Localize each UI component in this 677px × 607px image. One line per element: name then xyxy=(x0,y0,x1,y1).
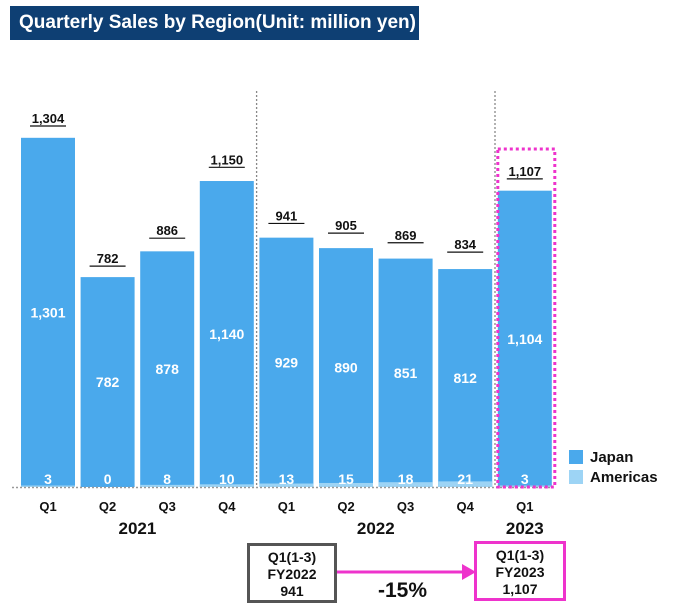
label-americas-5: 13 xyxy=(279,471,295,487)
comparison-fiscal-year: FY2022 xyxy=(267,566,317,582)
bar-americas-6 xyxy=(319,482,373,487)
label-americas-8: 21 xyxy=(457,471,473,487)
label-japan-7: 851 xyxy=(394,365,418,381)
total-label-9: 1,107 xyxy=(509,164,542,179)
bar-japan-2 xyxy=(80,277,135,487)
bar-japan-1 xyxy=(21,137,75,487)
year-label-2023: 2023 xyxy=(506,519,544,538)
label-americas-6: 15 xyxy=(338,471,354,487)
comparison-value: 941 xyxy=(280,583,304,599)
total-label-1: 1,304 xyxy=(32,111,65,126)
x-tick-label-1: Q1 xyxy=(39,499,56,514)
highlight-box-current-quarter xyxy=(496,147,557,489)
x-tick-label-8: Q4 xyxy=(457,499,475,514)
total-label-7: 869 xyxy=(395,228,417,243)
comparison-box-fy2022: Q1(1-3) FY2022 941 xyxy=(247,543,337,603)
label-japan-1: 1,301 xyxy=(30,304,65,320)
bar-americas-5 xyxy=(259,483,314,487)
label-americas-1: 3 xyxy=(44,471,52,487)
total-label-3: 886 xyxy=(156,223,178,238)
bar-japan-3 xyxy=(140,251,195,487)
label-americas-9: 3 xyxy=(521,471,529,487)
label-japan-3: 878 xyxy=(156,361,180,377)
x-tick-label-3: Q3 xyxy=(159,499,176,514)
bar-japan-6 xyxy=(319,248,373,487)
bar-americas-8 xyxy=(438,481,493,487)
label-americas-7: 18 xyxy=(398,471,414,487)
comparison-arrow-head xyxy=(462,564,476,580)
label-japan-4: 1,140 xyxy=(209,326,244,342)
label-japan-2: 782 xyxy=(96,374,120,390)
label-americas-3: 8 xyxy=(163,471,171,487)
x-tick-label-7: Q3 xyxy=(397,499,414,514)
x-tick-label-9: Q1 xyxy=(516,499,533,514)
comparison-box-fy2023: Q1(1-3) FY2023 1,107 xyxy=(474,541,566,601)
x-tick-label-6: Q2 xyxy=(337,499,354,514)
comparison-value: 1,107 xyxy=(502,581,538,597)
chart-title: Quarterly Sales by Region(Unit: million … xyxy=(10,6,419,40)
total-label-2: 782 xyxy=(97,251,119,266)
bar-japan-8 xyxy=(438,269,493,487)
total-label-5: 941 xyxy=(276,208,298,223)
x-tick-label-5: Q1 xyxy=(278,499,295,514)
bar-americas-7 xyxy=(378,482,433,487)
bar-japan-4 xyxy=(199,181,254,487)
total-label-8: 834 xyxy=(454,237,476,252)
total-label-6: 905 xyxy=(335,218,357,233)
label-americas-4: 10 xyxy=(219,471,235,487)
bar-americas-4 xyxy=(199,484,254,487)
bar-japan-5 xyxy=(259,237,314,487)
comparison-period: Q1(1-3) xyxy=(267,549,317,565)
label-japan-8: 812 xyxy=(454,370,478,386)
bar-americas-9 xyxy=(497,485,552,487)
bar-americas-1 xyxy=(21,485,75,487)
bar-japan-7 xyxy=(378,258,433,487)
bar-americas-3 xyxy=(140,484,195,487)
label-americas-2: 0 xyxy=(104,471,112,487)
legend-label-japan: Japan xyxy=(590,449,633,466)
bar-japan-9 xyxy=(497,190,552,488)
x-tick-label-4: Q4 xyxy=(218,499,236,514)
x-tick-label-2: Q2 xyxy=(99,499,116,514)
change-percentage: -15% xyxy=(378,579,428,602)
comparison-period: Q1(1-3) xyxy=(495,547,545,563)
comparison-fiscal-year: FY2023 xyxy=(495,564,545,580)
label-japan-5: 929 xyxy=(275,354,299,370)
legend-label-americas: Americas xyxy=(590,469,658,486)
year-label-2022: 2022 xyxy=(357,519,395,538)
label-japan-9: 1,104 xyxy=(507,331,542,347)
legend-swatch-americas xyxy=(569,470,583,484)
legend-swatch-japan xyxy=(569,450,583,464)
label-japan-6: 890 xyxy=(334,360,358,376)
total-label-4: 1,150 xyxy=(211,152,244,167)
year-label-2021: 2021 xyxy=(118,519,156,538)
